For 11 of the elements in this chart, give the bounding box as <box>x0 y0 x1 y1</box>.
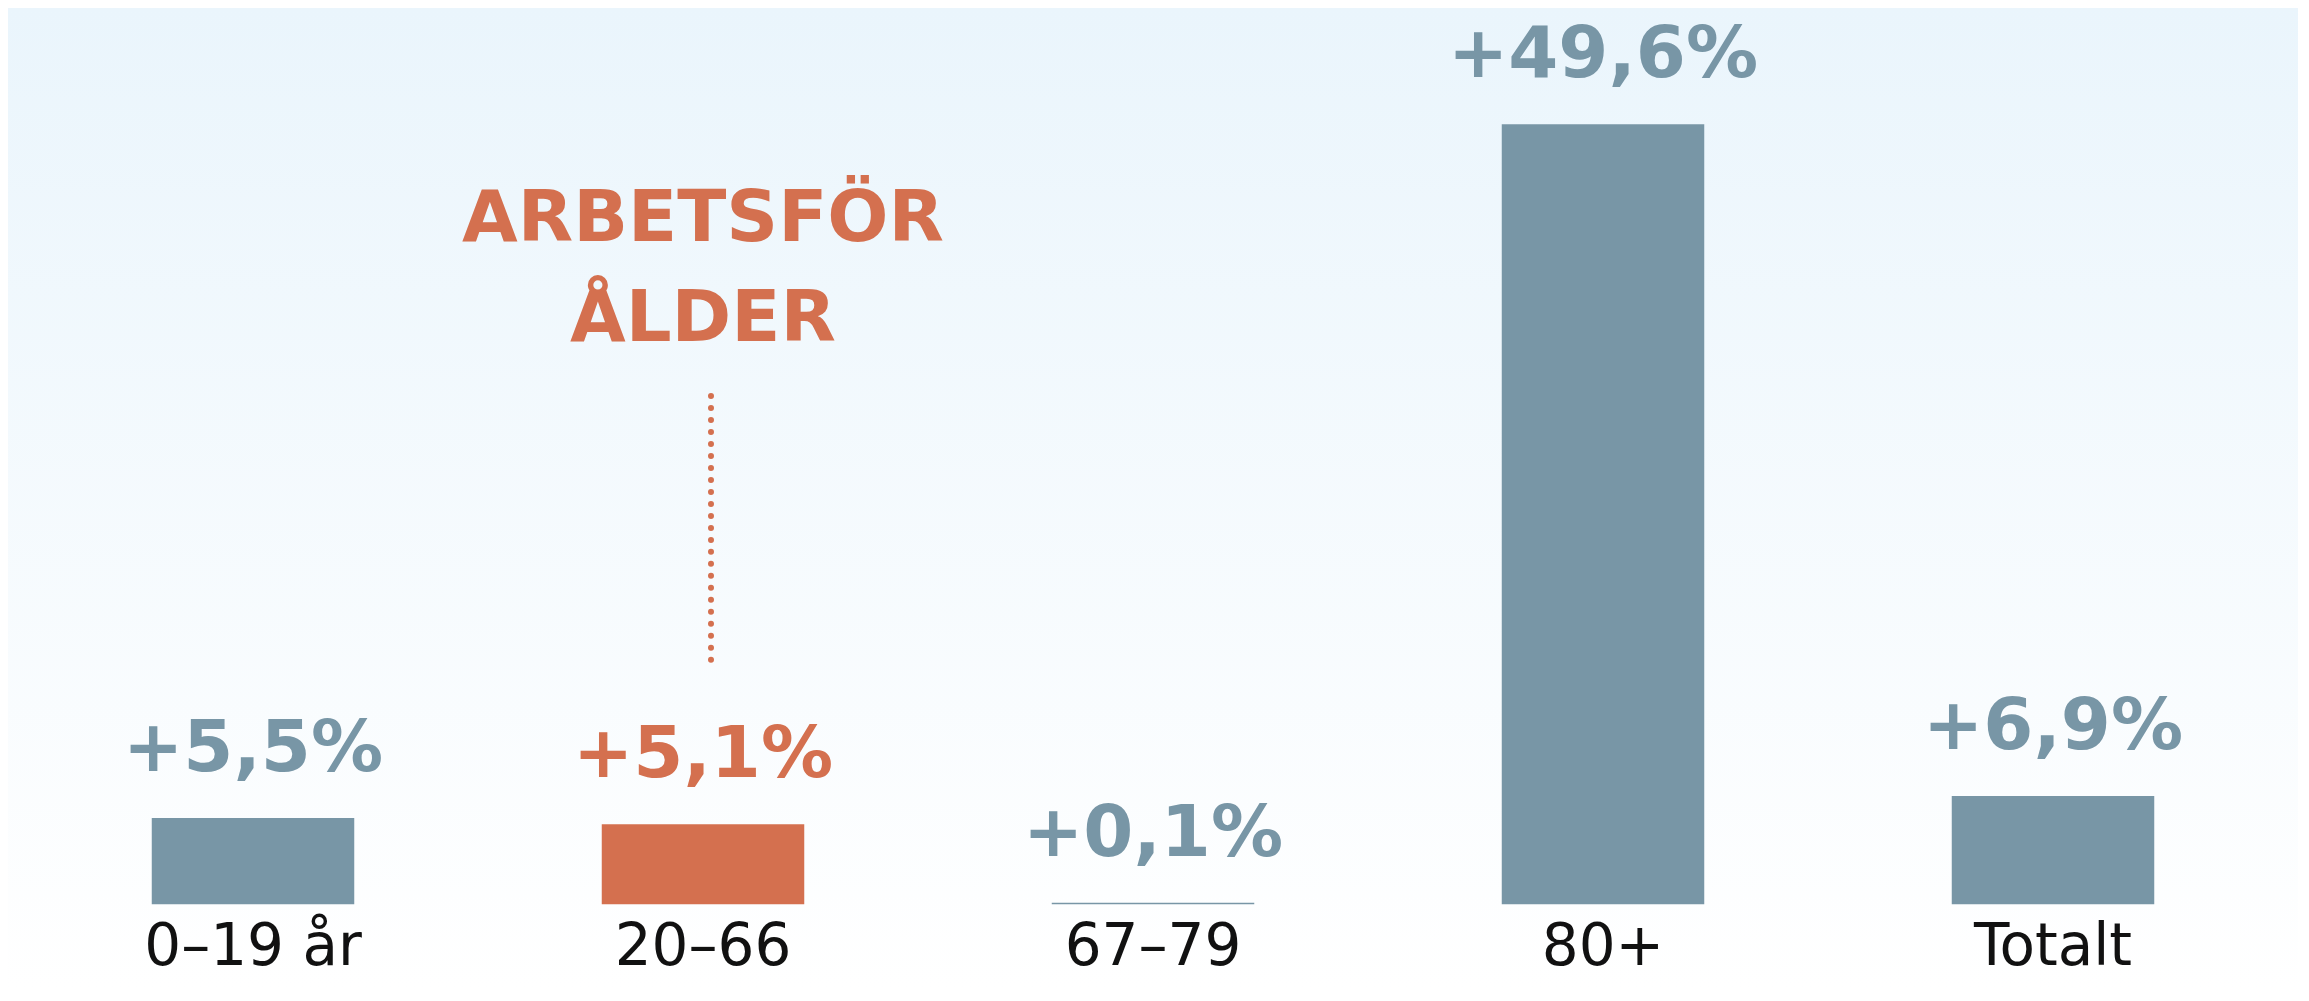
x-tick-label: 0–19 år <box>144 911 362 980</box>
x-tick-label: 20–66 <box>614 911 792 980</box>
data-label: +0,1% <box>1022 788 1284 873</box>
data-label: +49,6% <box>1447 9 1759 94</box>
x-tick-label: Totalt <box>1972 911 2133 980</box>
data-label: +5,5% <box>122 703 384 788</box>
annotation: ARBETSFÖR ÅLDER <box>461 173 945 358</box>
data-label: +6,9% <box>1922 681 2184 766</box>
data-label: +5,1% <box>572 709 834 794</box>
x-tick-label: 67–79 <box>1064 911 1242 980</box>
x-tick-label: 80+ <box>1541 911 1665 980</box>
